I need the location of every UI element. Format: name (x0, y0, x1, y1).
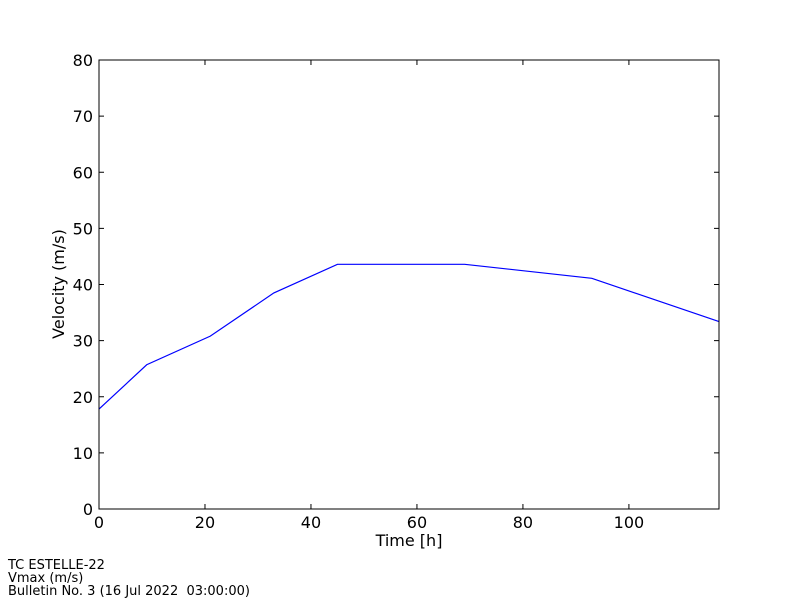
footer-note: Bulletin No. 3 (16 Jul 2022 03:00:00) (8, 584, 250, 599)
x-tick-label: 40 (301, 513, 321, 532)
y-tick-label: 40 (73, 276, 93, 295)
y-tick-label: 60 (73, 163, 93, 182)
data-line (98, 263, 720, 410)
x-tick-label: 100 (614, 513, 645, 532)
x-tick-label: 20 (195, 513, 215, 532)
y-axis-label: Velocity (m/s) (49, 229, 68, 339)
footer-note: Vmax (m/s) (8, 571, 83, 586)
y-tick-label: 70 (73, 107, 93, 126)
y-tick-label: 10 (73, 444, 93, 463)
x-tick-label: 80 (513, 513, 533, 532)
y-tick-label: 20 (73, 388, 93, 407)
x-tick-label: 0 (94, 513, 104, 532)
y-tick-label: 0 (83, 500, 93, 519)
y-tick-label: 30 (73, 332, 93, 351)
x-tick-label: 60 (407, 513, 427, 532)
y-tick-label: 50 (73, 219, 93, 238)
y-tick-label: 80 (73, 51, 93, 70)
footer-note: TC ESTELLE-22 (7, 558, 105, 573)
x-axis-label: Time [h] (375, 531, 443, 550)
